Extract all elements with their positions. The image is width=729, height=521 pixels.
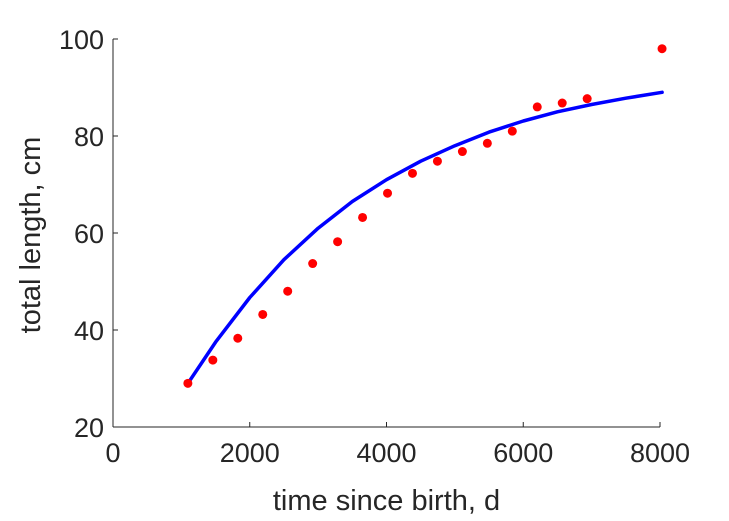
x-tick-label: 2000 — [220, 438, 280, 468]
y-tick-label: 80 — [74, 122, 104, 152]
x-tick-label: 6000 — [493, 438, 553, 468]
data-point — [582, 94, 592, 104]
x-axis-title: time since birth, d — [273, 485, 500, 517]
data-point — [233, 333, 243, 343]
data-point — [183, 378, 193, 388]
y-tick-label: 60 — [74, 219, 104, 249]
y-tick-label: 100 — [59, 25, 104, 55]
y-axis-title: total length, cm — [15, 137, 47, 334]
tick-marks — [112, 38, 661, 428]
data-point — [358, 212, 368, 222]
data-point — [457, 147, 467, 157]
data-point — [432, 156, 442, 166]
data-point — [482, 138, 492, 148]
data-point — [383, 188, 393, 198]
data-point — [333, 237, 343, 247]
data-point — [532, 102, 542, 112]
data-point — [208, 355, 218, 365]
data-series — [183, 44, 667, 388]
data-point — [557, 98, 567, 108]
y-tick-label: 40 — [74, 316, 104, 346]
y-tick-label: 20 — [74, 413, 104, 443]
fit-curve-line — [186, 90, 664, 386]
axes — [112, 39, 660, 428]
data-point — [308, 259, 318, 269]
data-point — [507, 126, 517, 136]
data-point — [657, 44, 667, 54]
data-point — [407, 168, 417, 178]
data-point — [258, 309, 268, 319]
x-tick-label: 0 — [105, 438, 120, 468]
tick-labels: 0 2000 4000 6000 8000 20 40 60 80 100 — [59, 25, 690, 468]
data-point — [283, 286, 293, 296]
x-tick-label: 8000 — [630, 438, 690, 468]
x-tick-label: 4000 — [356, 438, 416, 468]
